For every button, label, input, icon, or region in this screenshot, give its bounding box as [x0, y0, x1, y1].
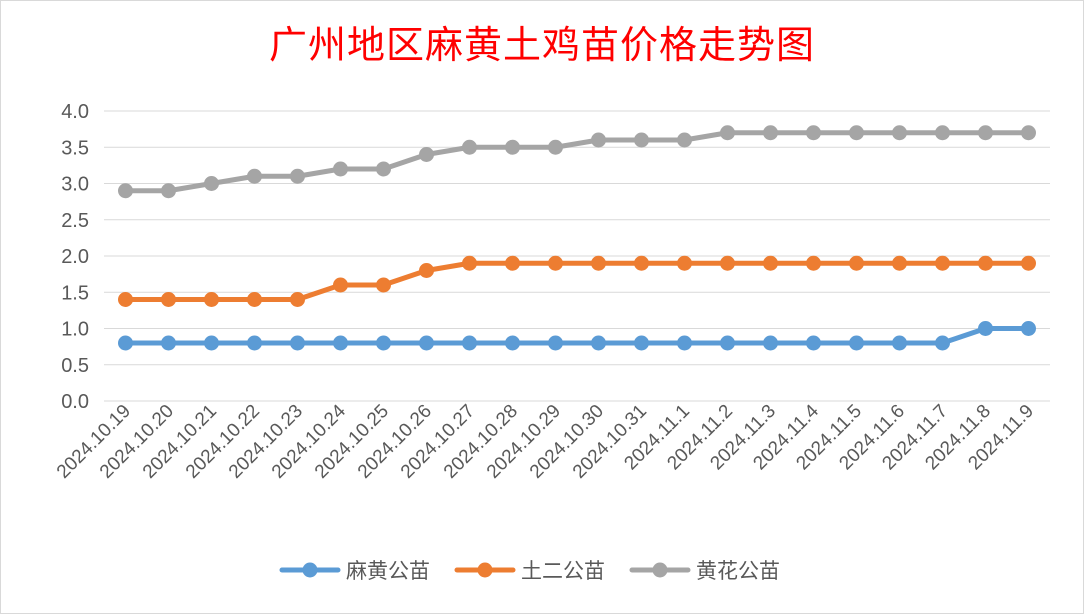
- data-point: [376, 335, 391, 351]
- y-tick-label: 2.0: [61, 246, 89, 268]
- data-point: [806, 125, 821, 141]
- data-point: [333, 277, 348, 293]
- chart-title: 广州地区麻黄土鸡苗价格走势图: [268, 23, 815, 67]
- data-point: [935, 335, 950, 351]
- data-point: [419, 147, 434, 162]
- data-point: [290, 168, 305, 184]
- data-point: [505, 139, 520, 155]
- data-point: [290, 292, 305, 307]
- data-point: [204, 292, 219, 307]
- data-point: [247, 335, 262, 351]
- data-point: [462, 139, 477, 155]
- data-point: [634, 255, 649, 271]
- data-point: [161, 292, 176, 307]
- legend-item: 麻黄公苗: [279, 559, 430, 583]
- legend-item: 黄花公苗: [629, 559, 780, 583]
- legend-label: 黄花公苗: [696, 559, 780, 583]
- data-point: [118, 335, 133, 351]
- data-point: [118, 183, 133, 199]
- series-line: [123, 326, 1031, 346]
- y-tick-label: 1.5: [61, 282, 89, 304]
- data-point: [247, 292, 262, 307]
- data-point: [505, 335, 520, 351]
- data-point: [548, 335, 563, 351]
- data-point: [677, 335, 692, 351]
- data-point: [892, 335, 907, 351]
- data-point: [892, 255, 907, 271]
- data-point: [935, 125, 950, 141]
- data-point: [806, 335, 821, 351]
- legend-label: 土二公苗: [521, 559, 605, 583]
- series-lines: [118, 125, 1036, 351]
- data-point: [462, 335, 477, 351]
- data-point: [634, 132, 649, 148]
- legend-item: 土二公苗: [454, 559, 605, 583]
- data-point: [978, 321, 993, 336]
- data-point: [290, 335, 305, 351]
- legend-marker: [477, 562, 493, 578]
- series-line: [123, 130, 1031, 194]
- data-point: [591, 255, 606, 271]
- data-point: [720, 255, 735, 271]
- data-point: [548, 139, 563, 155]
- data-point: [978, 125, 993, 141]
- data-point: [505, 255, 520, 271]
- data-point: [1021, 255, 1036, 271]
- data-point: [978, 255, 993, 271]
- data-point: [677, 132, 692, 148]
- data-point: [333, 335, 348, 351]
- y-tick-label: 3.5: [61, 137, 89, 159]
- data-point: [1021, 125, 1036, 141]
- data-point: [118, 292, 133, 307]
- gridlines: [104, 110, 1050, 402]
- data-point: [634, 335, 649, 351]
- data-point: [204, 176, 219, 191]
- x-axis-ticks: 2024.10.192024.10.202024.10.212024.10.22…: [53, 400, 1038, 482]
- series-2: [118, 255, 1036, 307]
- legend-marker: [302, 562, 318, 578]
- data-point: [1021, 321, 1036, 336]
- y-axis-ticks: 0.0 0.5 1.0 1.5 2.0 2.5 3.0 3.5 4.0: [61, 101, 89, 413]
- data-point: [591, 132, 606, 148]
- data-point: [935, 255, 950, 271]
- data-point: [548, 255, 563, 271]
- y-tick-label: 1.0: [61, 319, 89, 341]
- data-point: [376, 161, 391, 177]
- y-tick-label: 3.0: [61, 174, 89, 196]
- data-point: [720, 335, 735, 351]
- series-1: [118, 321, 1036, 351]
- data-point: [806, 255, 821, 271]
- data-point: [763, 335, 778, 351]
- data-point: [247, 168, 262, 184]
- data-point: [763, 125, 778, 141]
- data-point: [849, 125, 864, 141]
- data-point: [419, 335, 434, 351]
- y-tick-label: 0.0: [61, 391, 89, 413]
- data-point: [763, 255, 778, 271]
- legend-marker: [652, 562, 668, 578]
- y-tick-label: 4.0: [61, 101, 89, 123]
- data-point: [892, 125, 907, 141]
- data-point: [849, 255, 864, 271]
- data-point: [333, 161, 348, 177]
- series-line: [123, 260, 1031, 302]
- data-point: [849, 335, 864, 351]
- y-tick-label: 2.5: [61, 210, 89, 232]
- series-3: [118, 125, 1036, 199]
- data-point: [419, 263, 434, 278]
- legend: 麻黄公苗 土二公苗 黄花公苗: [279, 559, 780, 583]
- data-point: [591, 335, 606, 351]
- data-point: [720, 125, 735, 141]
- data-point: [204, 335, 219, 351]
- data-point: [462, 255, 477, 271]
- data-point: [161, 183, 176, 199]
- data-point: [677, 255, 692, 271]
- data-point: [376, 277, 391, 293]
- legend-label: 麻黄公苗: [346, 559, 430, 583]
- y-tick-label: 0.5: [61, 355, 89, 377]
- data-point: [161, 335, 176, 351]
